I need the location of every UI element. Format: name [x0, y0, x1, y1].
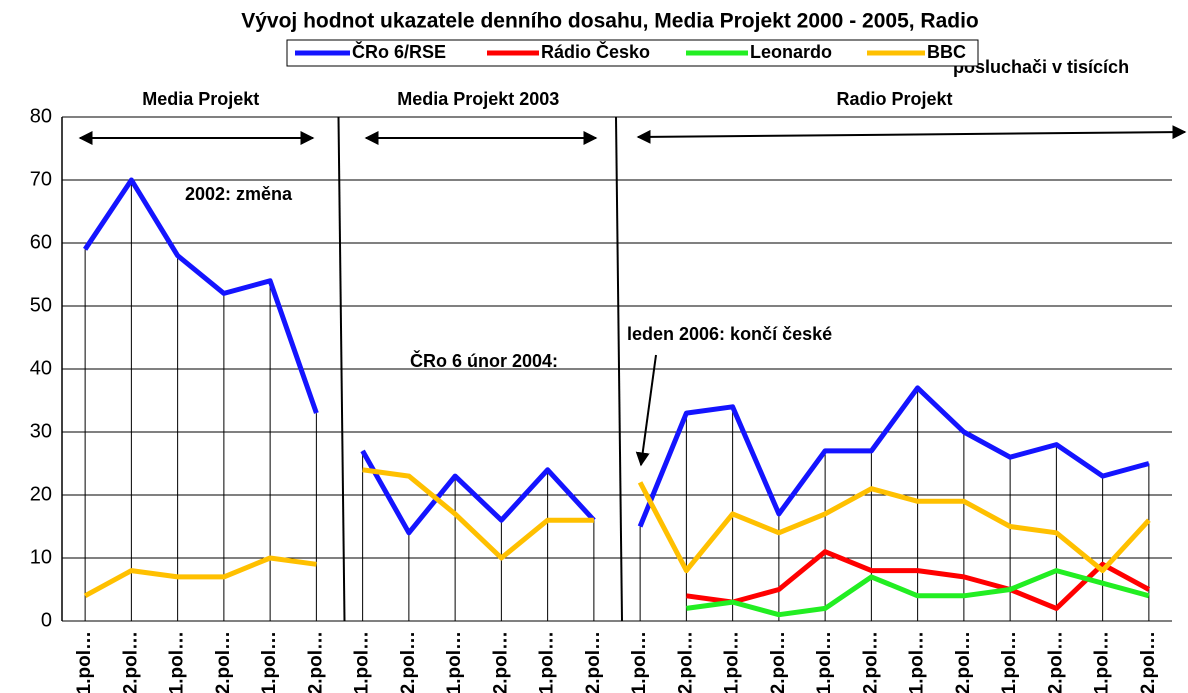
- group-title: Radio Projekt: [836, 89, 952, 109]
- x-tick-label: 1.pol…: [167, 631, 188, 693]
- y-tick-label: 60: [30, 231, 52, 253]
- series-line: [362, 467, 594, 561]
- x-tick-label: 1.pol…: [907, 631, 928, 693]
- y-tick-label: 50: [30, 294, 52, 316]
- series-line: [637, 481, 1151, 574]
- y-tick-label: 0: [41, 609, 52, 631]
- group-title: Media Projekt: [142, 89, 259, 109]
- x-tick-label: 2.pol…: [398, 631, 419, 693]
- y-tick-label: 80: [30, 105, 52, 127]
- y-tick-label: 70: [30, 168, 52, 190]
- y-tick-label: 30: [30, 420, 52, 442]
- x-tick-label: 1.pol…: [444, 631, 465, 693]
- section-divider: [337, 116, 346, 622]
- series-line: [360, 449, 596, 536]
- annotation: leden 2006: končí české: [627, 324, 832, 344]
- series-line: [83, 555, 317, 598]
- x-tick-label: 2.pol…: [1138, 631, 1159, 693]
- annotation: 2002: změna: [185, 184, 293, 204]
- x-tick-label: 2.pol…: [768, 631, 789, 693]
- x-tick-label: 1.pol…: [74, 631, 95, 693]
- x-tick-label: 2.pol…: [860, 631, 881, 693]
- x-tick-label: 2.pol…: [953, 631, 974, 693]
- x-tick-label: 1.pol…: [352, 631, 373, 693]
- series-line: [83, 177, 319, 414]
- x-tick-label: 1.pol…: [1092, 631, 1113, 693]
- x-tick-label: 2.pol…: [675, 631, 696, 693]
- y-tick-label: 10: [30, 546, 52, 568]
- x-tick-label: 2.pol…: [305, 631, 326, 693]
- x-tick-label: 2.pol…: [120, 631, 141, 693]
- range-arrow: [636, 125, 1187, 144]
- unit-label: posluchači v tisících: [953, 57, 1129, 77]
- y-tick-label: 20: [30, 483, 52, 505]
- x-tick-label: 1.pol…: [814, 631, 835, 693]
- legend-box: [286, 39, 979, 67]
- section-divider: [615, 116, 623, 622]
- legend-label: ČRo 6/RSE: [352, 41, 446, 62]
- legend-label: BBC: [927, 42, 966, 62]
- x-tick-label: 2.pol…: [1045, 631, 1066, 693]
- annotation: ČRo 6 únor 2004:: [410, 350, 558, 371]
- x-tick-label: 2.pol…: [583, 631, 604, 693]
- x-tick-label: 1.pol…: [629, 631, 650, 693]
- legend-label: Leonardo: [750, 42, 832, 62]
- x-tick-label: 1.pol…: [999, 631, 1020, 693]
- x-tick-label: 1.pol…: [722, 631, 743, 693]
- series-line: [686, 568, 1150, 618]
- annotation-arrow: [635, 354, 657, 467]
- x-tick-label: 2.pol…: [490, 631, 511, 693]
- group-title: Media Projekt 2003: [397, 89, 559, 109]
- legend-label: Rádio Česko: [541, 41, 650, 62]
- x-tick-label: 1.pol…: [259, 631, 280, 693]
- x-tick-label: 2.pol…: [213, 631, 234, 693]
- series-line: [686, 549, 1151, 611]
- chart-title: Vývoj hodnot ukazatele denního dosahu, M…: [241, 10, 979, 33]
- x-tick-label: 1.pol…: [537, 631, 558, 693]
- y-tick-label: 40: [30, 357, 52, 379]
- series-line: [637, 385, 1150, 528]
- legend: ČRo 6/RSE Rádio Česko Leonardo BBC: [295, 41, 966, 62]
